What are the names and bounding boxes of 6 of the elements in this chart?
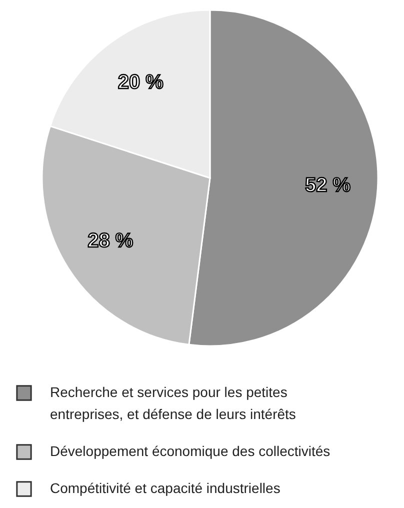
legend-label: Développement économique des collectivités [50, 443, 330, 459]
data-label: 52 % [304, 174, 351, 196]
data-label: 28 % [88, 230, 134, 252]
legend-label: Compétitivité et capacité industrielles [50, 480, 280, 496]
legend-label: Recherche et services pour les petites entreprises, et défense de leurs intérêts [50, 384, 296, 422]
data-label: 20 % [118, 72, 164, 94]
